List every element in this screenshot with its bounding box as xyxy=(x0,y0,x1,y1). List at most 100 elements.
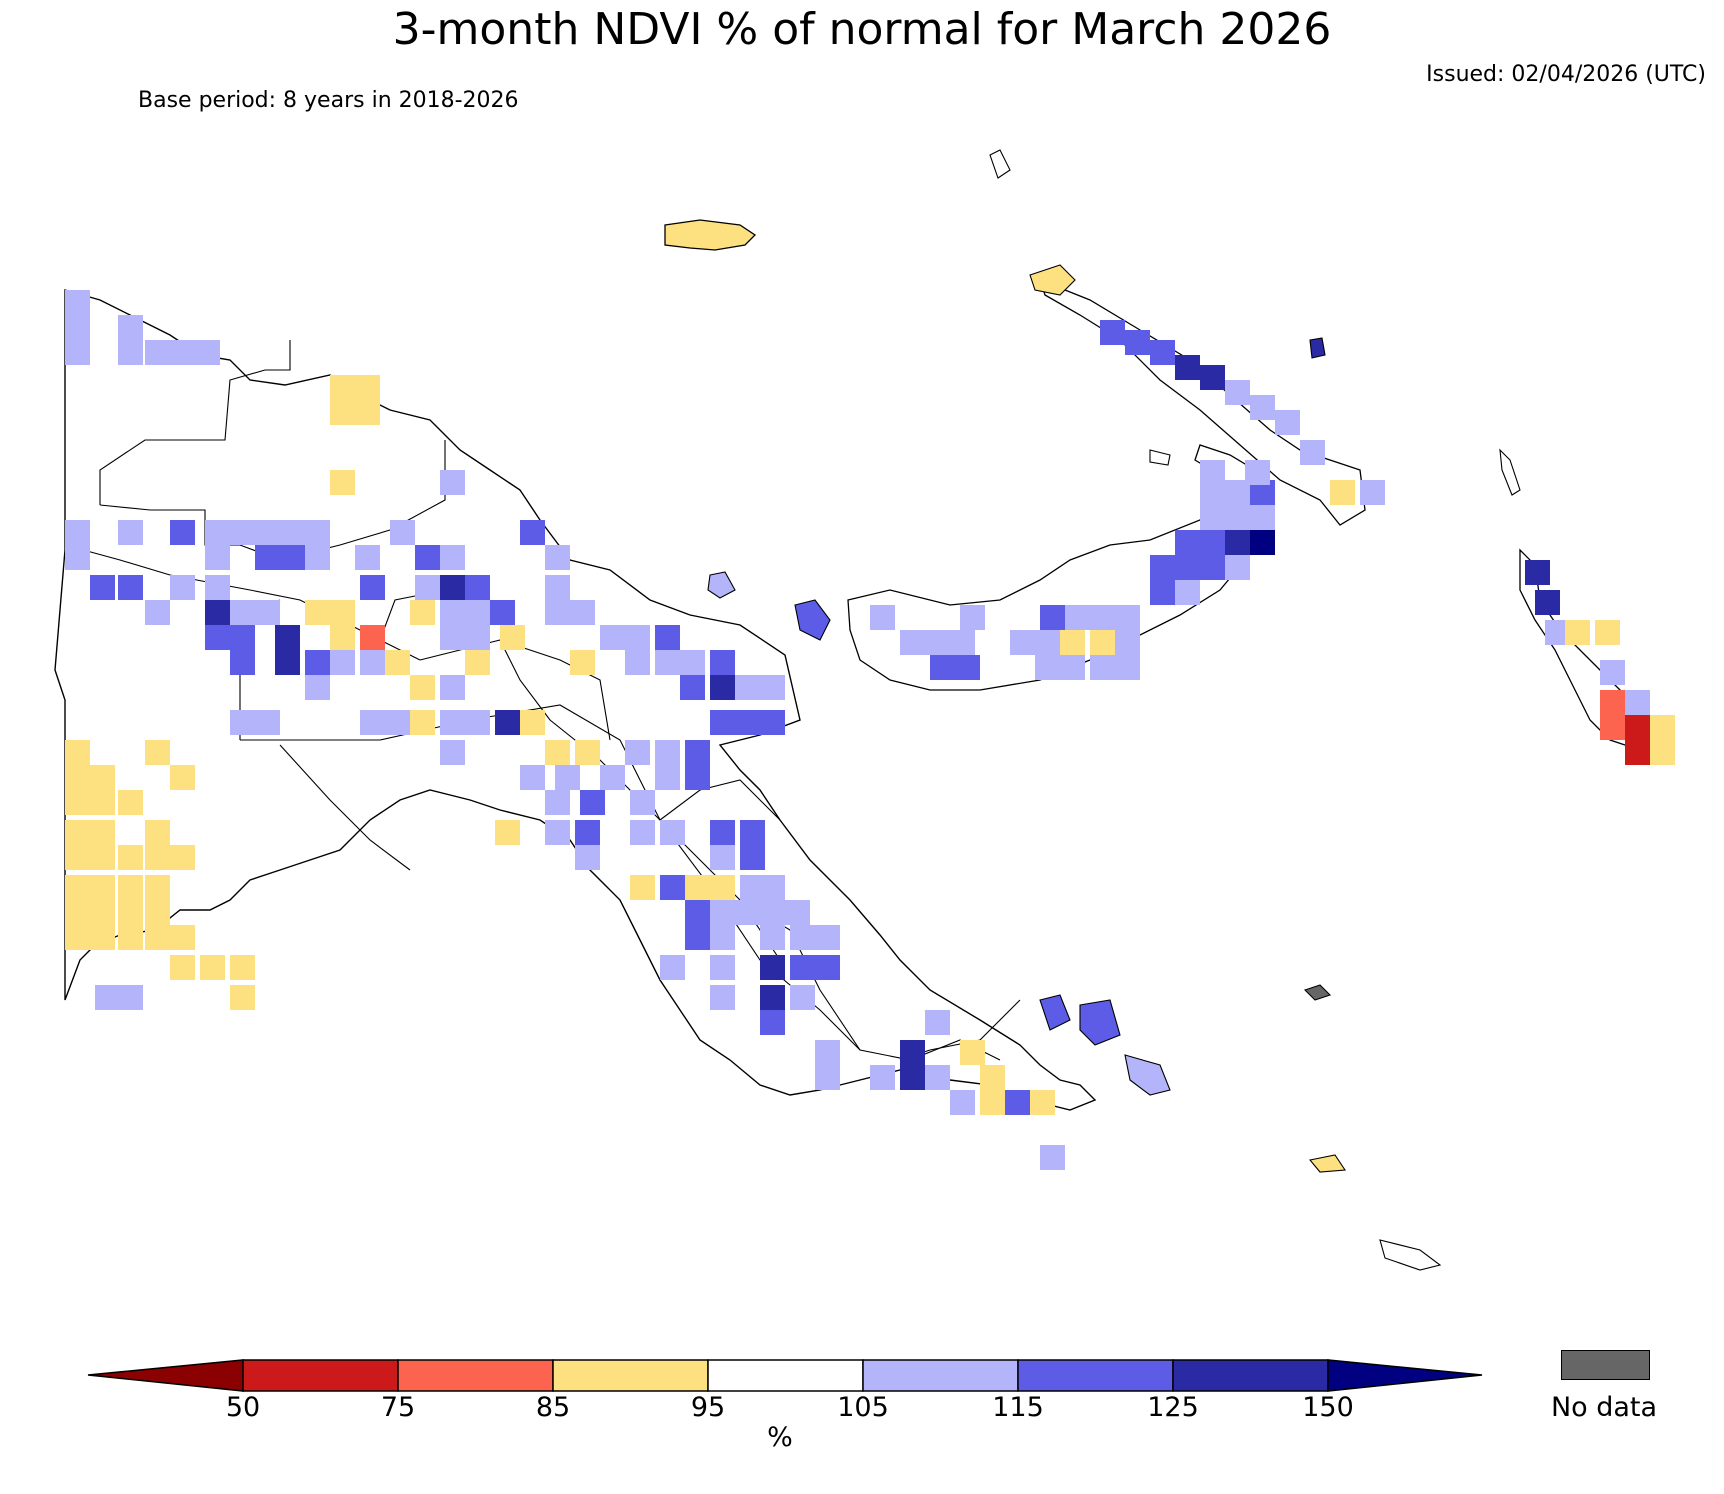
ndvi-cell xyxy=(1040,605,1065,630)
ndvi-cell xyxy=(680,650,705,675)
ndvi-cell xyxy=(440,675,465,700)
ndvi-cell xyxy=(710,875,735,900)
ndvi-cell xyxy=(90,765,115,790)
ndvi-cell xyxy=(330,600,355,625)
ndvi-cell xyxy=(410,710,435,735)
map-title: 3-month NDVI % of normal for March 2026 xyxy=(392,4,1332,55)
ndvi-cell xyxy=(1225,530,1250,555)
ndvi-cell xyxy=(1090,630,1115,655)
ndvi-cell xyxy=(760,1010,785,1035)
ndvi-cell xyxy=(1595,620,1620,645)
ndvi-cell xyxy=(495,820,520,845)
ndvi-cell xyxy=(545,820,570,845)
ndvi-cell xyxy=(415,545,440,570)
ndvi-cell xyxy=(1125,330,1150,355)
ndvi-cell xyxy=(740,845,765,870)
ndvi-cell xyxy=(1060,655,1085,680)
ndvi-cell xyxy=(625,650,650,675)
ndvi-cell xyxy=(330,400,355,425)
colorbar-tick-75: 75 xyxy=(380,1392,416,1423)
ndvi-cell xyxy=(230,710,255,735)
ndvi-cell xyxy=(1650,715,1675,740)
ndvi-cell xyxy=(655,625,680,650)
ndvi-cell xyxy=(1600,660,1625,685)
ndvi-cell xyxy=(960,1040,985,1065)
ndvi-cell xyxy=(65,925,90,950)
colorbar-tick-85: 85 xyxy=(535,1392,571,1423)
ndvi-cell xyxy=(65,820,90,845)
ndvi-cell xyxy=(760,675,785,700)
ndvi-cell xyxy=(280,545,305,570)
ndvi-cell xyxy=(950,630,975,655)
ndvi-cell xyxy=(230,955,255,980)
ndvi-cell xyxy=(710,985,735,1010)
ndvi-cell xyxy=(1175,580,1200,605)
ndvi-cell xyxy=(685,900,710,925)
ndvi-cell xyxy=(1200,530,1225,555)
colorbar xyxy=(87,1359,1483,1392)
ndvi-cell xyxy=(1035,655,1060,680)
ndvi-cell xyxy=(630,820,655,845)
ndvi-cell xyxy=(65,340,90,365)
ndvi-cell xyxy=(390,520,415,545)
ndvi-cell xyxy=(655,650,680,675)
ndvi-cell xyxy=(1115,655,1140,680)
ndvi-cell xyxy=(815,925,840,950)
ndvi-cell xyxy=(870,1065,895,1090)
ndvi-cell xyxy=(1245,460,1270,485)
ndvi-cell xyxy=(118,985,143,1010)
ndvi-cell xyxy=(545,790,570,815)
ndvi-cell xyxy=(305,520,330,545)
ndvi-cell xyxy=(330,625,355,650)
ndvi-cell xyxy=(355,375,380,400)
ndvi-cell xyxy=(118,340,143,365)
ndvi-cell xyxy=(1200,460,1225,485)
ndvi-cell xyxy=(545,740,570,765)
ndvi-cell xyxy=(330,650,355,675)
no-data-swatch xyxy=(1561,1350,1650,1380)
ndvi-cell xyxy=(980,1065,1005,1090)
ndvi-cell xyxy=(555,765,580,790)
ndvi-cell xyxy=(305,600,330,625)
ndvi-cell xyxy=(900,1040,925,1065)
ndvi-cell xyxy=(230,650,255,675)
ndvi-cell xyxy=(65,520,90,545)
ndvi-cell xyxy=(1225,380,1250,405)
ndvi-cell xyxy=(545,545,570,570)
ndvi-cell xyxy=(520,710,545,735)
ndvi-cell xyxy=(305,675,330,700)
ndvi-cell xyxy=(118,875,143,900)
ndvi-cell xyxy=(1600,715,1625,740)
ndvi-cell xyxy=(118,900,143,925)
ndvi-cell xyxy=(230,625,255,650)
ndvi-cell xyxy=(760,955,785,980)
ndvi-cell xyxy=(735,675,760,700)
ndvi-cell xyxy=(170,845,195,870)
ndvi-cell xyxy=(660,875,685,900)
ndvi-cell xyxy=(900,630,925,655)
ndvi-cell xyxy=(570,600,595,625)
ndvi-cell xyxy=(65,290,90,315)
ndvi-cell xyxy=(360,625,385,650)
ndvi-cell xyxy=(205,625,230,650)
ndvi-cell xyxy=(790,985,815,1010)
ndvi-cell xyxy=(440,600,465,625)
ndvi-cell xyxy=(65,875,90,900)
ndvi-cell xyxy=(1360,480,1385,505)
mainland-outline xyxy=(54,289,1097,1111)
ndvi-cell xyxy=(65,315,90,340)
ndvi-cell xyxy=(655,740,680,765)
ndvi-cell xyxy=(145,740,170,765)
ndvi-cell xyxy=(90,575,115,600)
ndvi-cell xyxy=(440,470,465,495)
ndvi-cell xyxy=(760,875,785,900)
ndvi-cell xyxy=(410,675,435,700)
ndvi-cell xyxy=(930,655,955,680)
ndvi-cell xyxy=(925,1010,950,1035)
ndvi-cell xyxy=(1565,620,1590,645)
ndvi-cell xyxy=(1010,630,1035,655)
ndvi-cell xyxy=(1150,580,1175,605)
ndvi-cell xyxy=(118,315,143,340)
ndvi-cell xyxy=(740,820,765,845)
